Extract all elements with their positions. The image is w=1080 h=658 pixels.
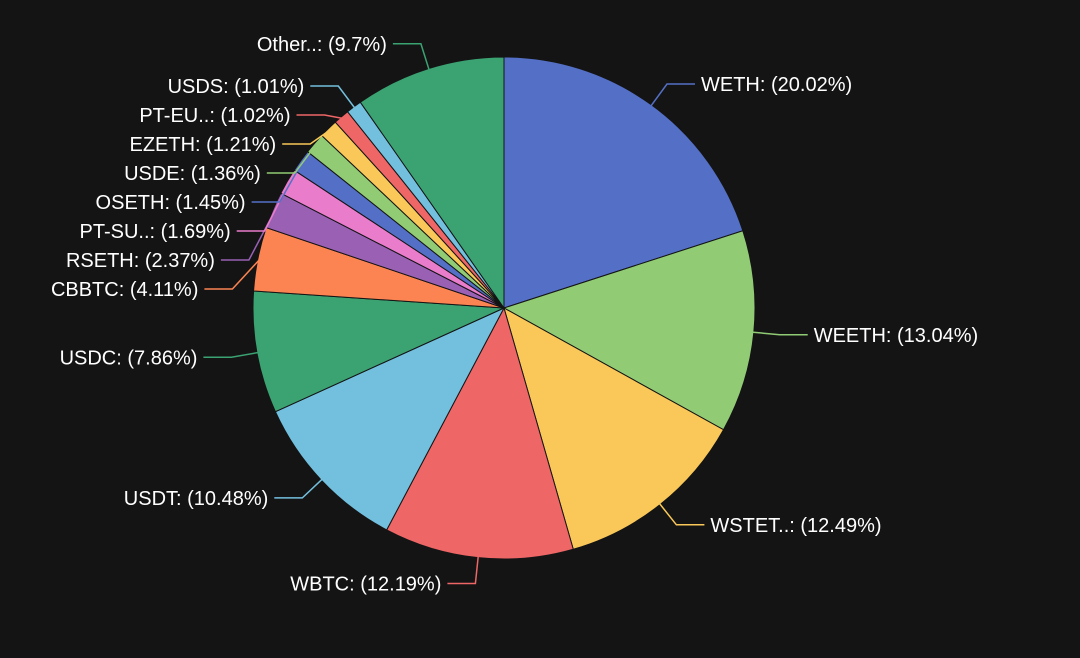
slice-label: PT-EU..: (1.02%) — [139, 105, 290, 127]
leader-line — [266, 144, 317, 174]
leader-line — [649, 83, 695, 108]
slice-label: WBTC: (12.19%) — [290, 574, 441, 596]
slice-label: OSETH: (1.45%) — [96, 192, 246, 214]
slice-label: USDS: (1.01%) — [168, 76, 305, 98]
leader-line — [751, 331, 808, 336]
pie-slices — [252, 56, 756, 560]
leader-line — [447, 555, 480, 585]
label-leader-lines — [203, 43, 808, 585]
slice-label: USDC: (7.86%) — [60, 347, 198, 369]
leader-line — [251, 161, 303, 203]
slice-label: WSTET..: (12.49%) — [710, 515, 881, 537]
slice-label: WEETH: (13.04%) — [814, 325, 978, 347]
leader-line — [392, 43, 431, 71]
leader-line — [310, 85, 356, 109]
slice-label: PT-SU..: (1.69%) — [80, 221, 231, 243]
slice-label: Other..: (9.7%) — [257, 34, 387, 56]
slice-label: WETH: (20.02%) — [701, 74, 852, 96]
slice-label: RSETH: (2.37%) — [66, 250, 215, 272]
slice-labels: WETH: (20.02%) WEETH: (13.04%) WSTET..: (1… — [51, 34, 978, 596]
slice-label: CBBTC: (4.11%) — [51, 279, 198, 301]
leader-line — [203, 351, 260, 359]
leader-line — [658, 502, 705, 526]
leader-line — [274, 478, 324, 499]
leader-line — [296, 114, 343, 120]
leader-line — [282, 129, 331, 145]
slice-label: EZETH: (1.21%) — [129, 134, 276, 156]
slice-label: USDT: (10.48%) — [124, 488, 269, 510]
slice-label: USDE: (1.36%) — [124, 163, 261, 185]
leader-line — [204, 258, 261, 290]
